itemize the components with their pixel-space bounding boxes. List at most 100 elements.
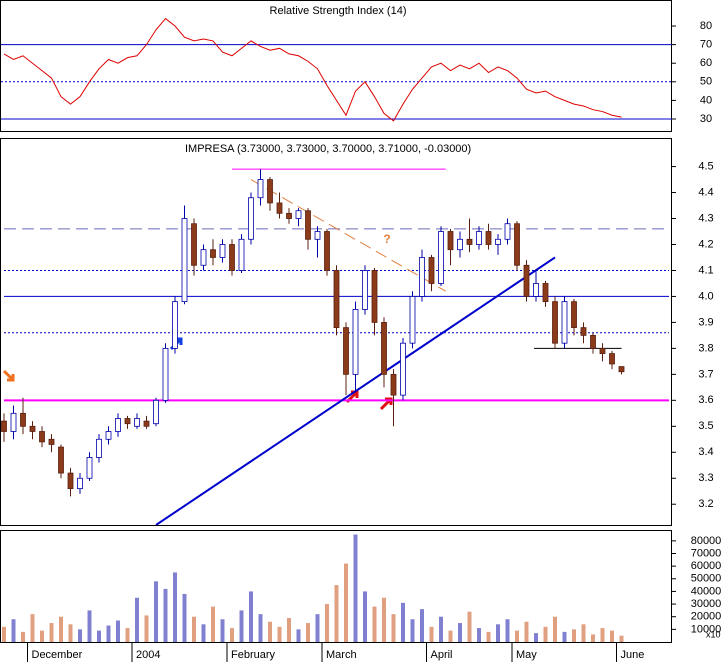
volume-bar (220, 619, 225, 642)
y-tick-label: 80000 (691, 535, 722, 547)
candle-body (295, 210, 302, 219)
y-tick-label: 60000 (691, 560, 722, 572)
volume-bar (334, 585, 339, 642)
volume-bar (68, 624, 73, 642)
candle-body (618, 366, 625, 373)
candle-body (324, 231, 330, 271)
candle-body (286, 212, 292, 219)
candle-body (77, 477, 83, 490)
candle-body (447, 231, 454, 251)
candle-body (533, 283, 539, 297)
candle-body (153, 399, 159, 425)
candle-body (67, 472, 74, 490)
candle-body (143, 420, 150, 427)
y-tick-label: 4.3 (698, 212, 713, 224)
volume-bar (591, 634, 595, 642)
volume-bar (182, 593, 187, 642)
volume-bar (543, 626, 548, 642)
candle-body (238, 238, 245, 271)
y-tick-label: 3.8 (698, 342, 713, 354)
candle-body (58, 446, 64, 474)
y-tick-label: 3.7 (698, 368, 713, 380)
y-tick-label: 50000 (691, 573, 722, 585)
volume-bar (173, 572, 177, 642)
volume-bar (382, 597, 386, 642)
y-tick-label: 3.3 (698, 472, 713, 484)
candle-body (419, 257, 425, 297)
y-tick-label: 4.4 (698, 186, 713, 198)
volume-bar (154, 581, 158, 642)
volume-bar (258, 614, 263, 642)
candle-body (96, 438, 102, 458)
volume-bar (534, 633, 538, 642)
candle-body (362, 270, 368, 310)
y-tick-label: 80 (700, 20, 712, 32)
volume-bar (296, 629, 301, 642)
volume-bar (505, 619, 510, 642)
candle-body (580, 327, 587, 336)
candle-body (542, 283, 549, 303)
candle-body (276, 202, 283, 214)
candle-body (172, 301, 178, 349)
volume-bar (467, 611, 472, 642)
candle-body (134, 418, 140, 427)
volume-bar (268, 621, 272, 642)
volume-bar (306, 623, 310, 642)
candle-body (248, 197, 254, 240)
y-tick-label: 10000 (691, 623, 722, 635)
y-tick-label: 4.5 (698, 160, 713, 172)
volume-bar (401, 602, 405, 642)
x-tick-label: June (621, 649, 645, 661)
y-tick-label: 60 (700, 57, 712, 69)
volume-bar (600, 628, 605, 642)
x-tick-label: 2004 (136, 649, 160, 661)
candle-body (86, 457, 93, 479)
volume-bar (277, 626, 282, 642)
volume-bar (315, 614, 320, 642)
candle-body (466, 238, 473, 245)
candle-body (561, 301, 568, 344)
volume-bar (78, 629, 82, 642)
y-tick-label: 30000 (691, 598, 722, 610)
candle-body (267, 179, 273, 204)
rsi-title: Relative Strength Index (14) (270, 5, 407, 17)
y-tick-label: 3.5 (698, 420, 713, 432)
candle-body (371, 270, 378, 323)
volume-panel (0, 530, 672, 643)
volume-bar (458, 623, 462, 642)
volume-bar (30, 614, 35, 642)
y-tick-label: 30 (700, 113, 712, 125)
y-tick-label: 3.4 (698, 446, 713, 458)
volume-bar (410, 619, 415, 642)
candle-body (181, 218, 188, 303)
x-tick-label: December (32, 649, 83, 661)
candle-body (590, 334, 596, 349)
candle-body (1, 420, 7, 432)
volume-bar (562, 631, 567, 642)
volume-bar (515, 630, 519, 642)
candle-body (343, 327, 349, 375)
candle-body (48, 438, 55, 445)
y-tick-label: 4.1 (698, 264, 713, 276)
y-tick-label: 40 (700, 94, 712, 106)
candle-body (210, 249, 216, 258)
volume-bar (353, 534, 358, 642)
candle-body (485, 231, 492, 245)
candle-body (124, 418, 131, 425)
volume-bar (496, 624, 500, 642)
candle-body (571, 301, 577, 329)
candle-body (438, 231, 444, 284)
volume-bar (239, 610, 244, 642)
volume-bar (97, 630, 101, 642)
volume-bar (192, 616, 196, 642)
volume-bar (572, 629, 576, 642)
y-tick-label: 3.6 (698, 394, 713, 406)
volume-bar (40, 630, 44, 642)
candle-body (428, 257, 435, 284)
volume-bar (325, 604, 329, 642)
price-title: IMPRESA (3.73000, 3.73000, 3.70000, 3.71… (185, 143, 471, 155)
y-tick-label: 50 (700, 76, 712, 88)
volume-bar (439, 616, 443, 642)
volume-bar (163, 588, 168, 642)
